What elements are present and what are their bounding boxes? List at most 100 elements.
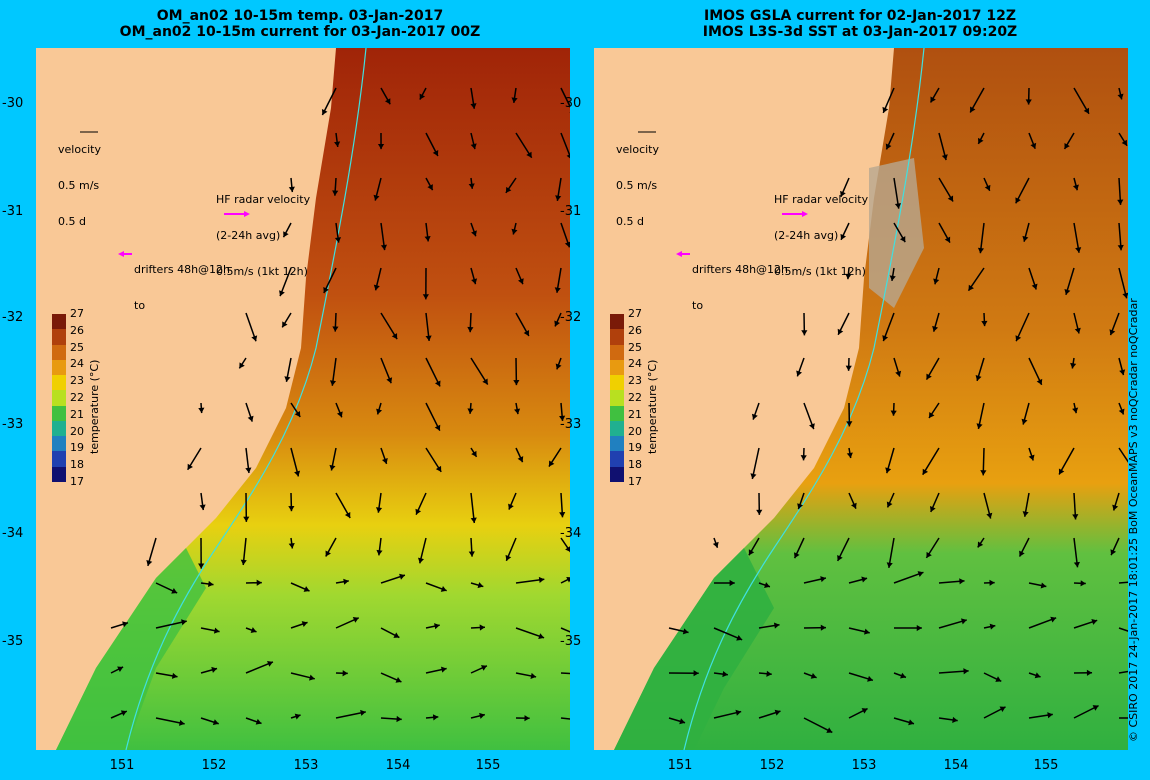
lat-tick-label: -33 — [560, 417, 582, 432]
velocity-arrowhead — [980, 470, 987, 476]
velocity-arrow — [893, 571, 924, 584]
velocity-arrowhead — [360, 709, 366, 716]
right-title: IMOS GSLA current for 02-Jan-2017 12Z IM… — [590, 8, 1130, 40]
colorbar-swatch — [610, 405, 624, 421]
lat-tick-label: -31 — [560, 204, 582, 219]
velocity-arrowhead — [243, 516, 250, 522]
velocity-arrowhead — [899, 236, 906, 243]
velocity-arrowhead — [505, 186, 512, 193]
colorbar-tick: 17 — [70, 475, 84, 488]
velocity-arrowhead — [240, 559, 247, 566]
velocity-arrowhead — [885, 143, 892, 150]
velocity-arrowhead — [526, 151, 532, 158]
velocity-arrowhead — [941, 154, 948, 161]
colorbar-swatch — [52, 390, 66, 406]
velocity-arrowhead — [947, 195, 954, 202]
velocity-arrowhead — [970, 106, 976, 113]
velocity-arrowhead — [864, 628, 870, 635]
velocity-arrow — [425, 357, 441, 387]
velocity-arrowhead — [470, 103, 477, 109]
right-velocity-label: velocity 0.5 m/s 0.5 d — [616, 143, 659, 228]
velocity-arrowhead — [391, 333, 398, 340]
lat-tick-label: -31 — [2, 204, 24, 219]
velocity-arrowhead — [199, 504, 206, 511]
velocity-arrowhead — [565, 546, 570, 552]
colorbar-tick: 25 — [628, 340, 642, 354]
velocity-arrowhead — [773, 622, 780, 629]
velocity-arrowhead — [171, 672, 178, 679]
velocity-arrowhead — [417, 557, 425, 564]
velocity-arrowhead — [885, 467, 892, 474]
velocity-arrow — [155, 620, 187, 629]
velocity-arrowhead — [117, 666, 124, 673]
velocity-arrowhead — [284, 376, 291, 382]
colorbar-tick: 24 — [70, 357, 84, 371]
lat-tick-label: -30 — [2, 96, 24, 111]
right-velocity-arrows — [668, 87, 1128, 734]
velocity-arrowhead — [239, 362, 245, 369]
velocity-arrowhead — [944, 236, 951, 243]
velocity-arrowhead — [470, 517, 477, 523]
velocity-arrowhead — [766, 670, 772, 677]
velocity-arrow — [751, 447, 760, 480]
velocity-arrowhead — [1091, 619, 1098, 625]
velocity-arrowhead — [559, 415, 566, 421]
velocity-arrowhead — [435, 465, 442, 472]
lon-tick-label: 154 — [943, 758, 969, 773]
velocity-arrowhead — [380, 244, 388, 251]
right-colorbar: 27 26 25 24 23 22 21 20 19 18 17 temperature (°C) — [610, 307, 659, 488]
velocity-arrow — [1118, 581, 1128, 584]
colorbar-tick: 23 — [70, 374, 84, 388]
colorbar-swatch — [52, 436, 66, 452]
colorbar-swatch — [610, 344, 624, 360]
velocity-arrowhead — [1050, 616, 1057, 623]
velocity-arrowhead — [554, 287, 561, 293]
lat-tick-label: -35 — [560, 634, 582, 649]
colorbar-tick: 21 — [70, 407, 84, 421]
velocity-arrowhead — [332, 190, 339, 196]
velocity-arrowhead — [1031, 283, 1038, 290]
velocity-arrowhead — [1034, 672, 1041, 679]
colorbar-tick: 25 — [70, 340, 84, 354]
velocity-arrow — [425, 402, 441, 432]
velocity-arrowhead — [303, 586, 310, 592]
velocity-arrowhead — [471, 230, 477, 237]
velocity-arrowhead — [309, 674, 315, 681]
velocity-arrowhead — [959, 578, 965, 585]
colorbar-swatch — [52, 314, 66, 330]
colorbar-swatch — [52, 344, 66, 360]
velocity-arrowhead — [122, 621, 128, 628]
velocity-arrowhead — [1072, 184, 1079, 191]
velocity-arrow — [470, 357, 489, 385]
velocity-arrowhead — [1122, 292, 1128, 299]
lon-tick-label: 153 — [293, 758, 319, 773]
velocity-arrowhead — [395, 677, 402, 683]
colorbar-swatch — [52, 375, 66, 391]
velocity-arrowhead — [432, 714, 439, 721]
velocity-arrowhead — [569, 111, 570, 113]
velocity-arrowhead — [518, 278, 524, 285]
velocity-arrowhead — [171, 587, 178, 594]
colorbar-tick: 22 — [70, 391, 84, 404]
velocity-arrowhead — [1070, 362, 1077, 369]
velocity-arrowhead — [1025, 99, 1032, 105]
colorbar-swatch — [52, 359, 66, 376]
velocity-arrowhead — [867, 675, 873, 682]
velocity-arrowhead — [508, 503, 514, 510]
velocity-arrowhead — [1121, 139, 1127, 146]
velocity-arrowhead — [932, 325, 939, 332]
velocity-arrowhead — [929, 412, 935, 419]
velocity-arrowhead — [343, 578, 349, 585]
velocity-arrowhead — [396, 715, 402, 723]
velocity-arrowhead — [975, 375, 982, 381]
velocity-arrowhead — [810, 672, 817, 679]
left-contour — [125, 48, 367, 750]
velocity-arrowhead — [1092, 705, 1099, 711]
velocity-arrowhead — [837, 328, 844, 335]
left-coastal-green — [56, 548, 206, 750]
colorbar-swatch — [610, 329, 624, 345]
velocity-arrowhead — [1112, 504, 1119, 511]
velocity-arrowhead — [198, 563, 205, 569]
velocity-arrowhead — [679, 718, 686, 725]
right-title-line1: IMOS GSLA current for 02-Jan-2017 12Z — [704, 8, 1016, 24]
